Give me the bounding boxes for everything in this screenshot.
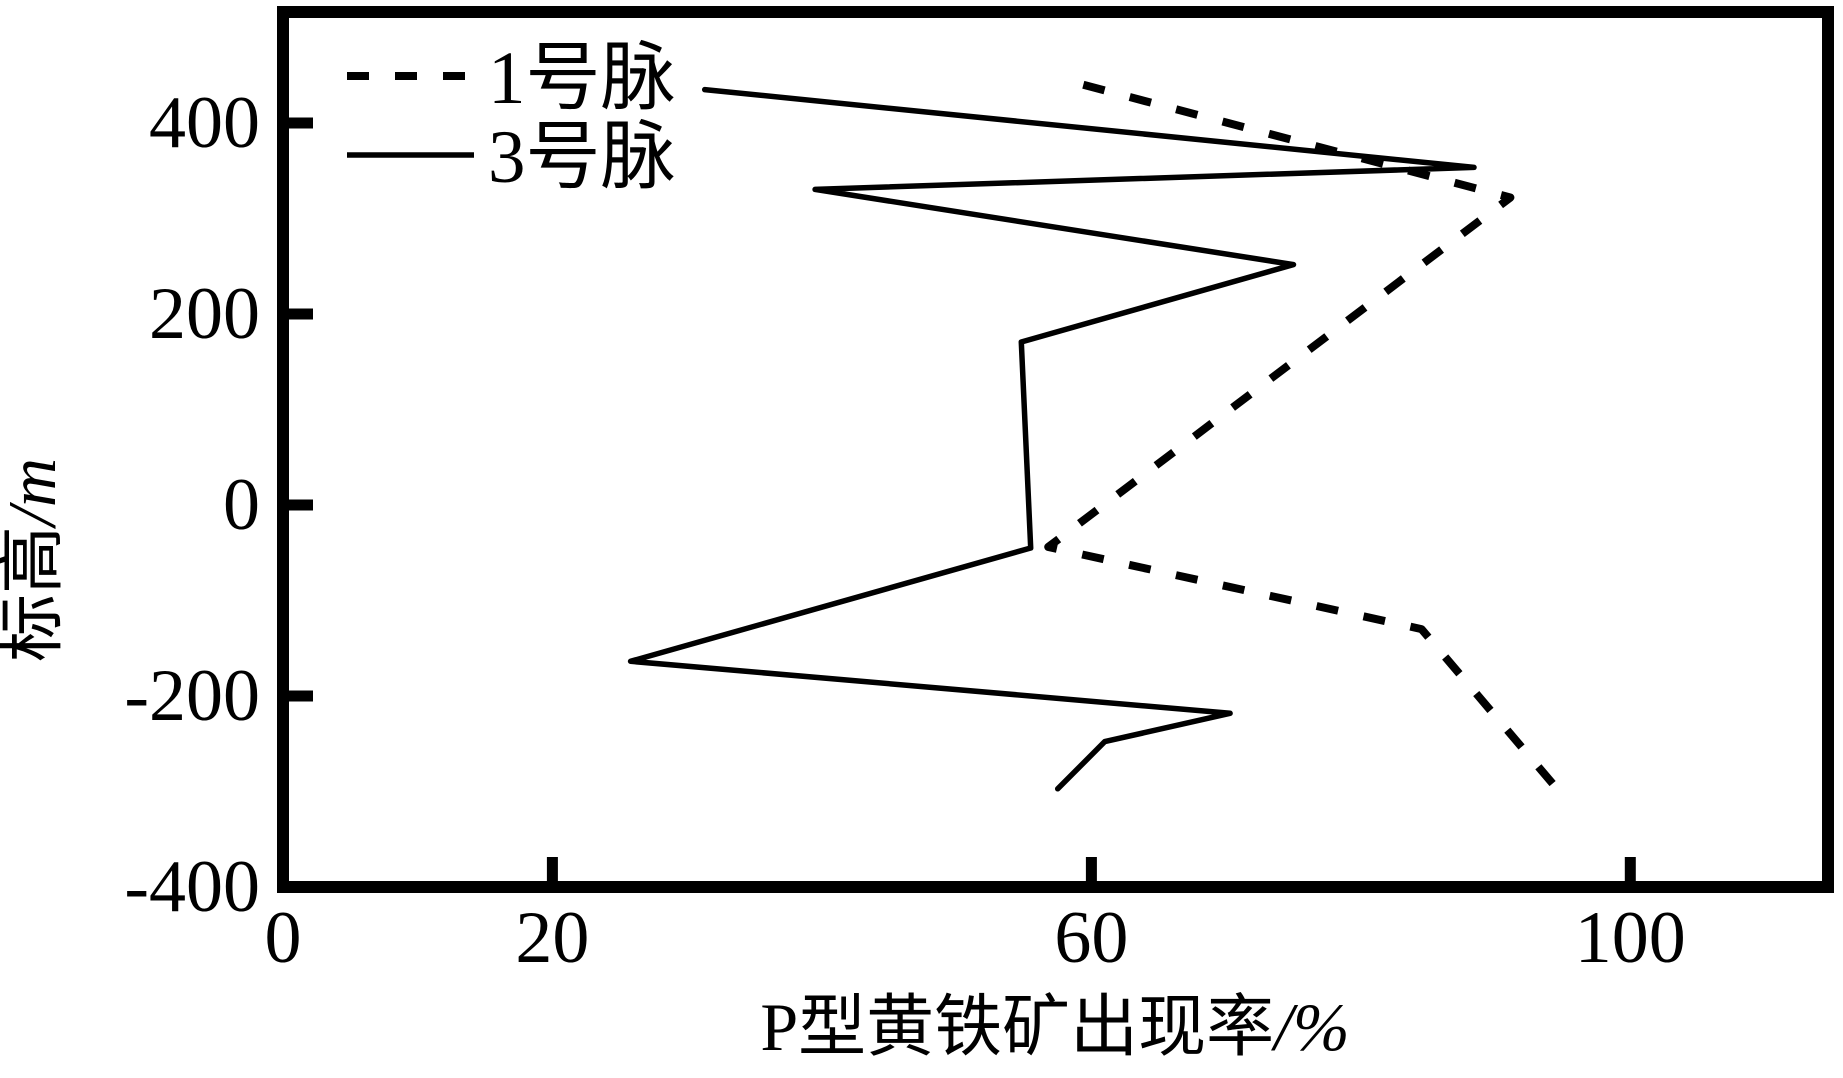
svg-text:20: 20 [515, 897, 589, 979]
svg-text:400: 400 [149, 82, 260, 164]
svg-text:60: 60 [1054, 897, 1128, 979]
svg-text:1号脉: 1号脉 [488, 37, 676, 120]
svg-text:100: 100 [1575, 897, 1686, 979]
svg-text:0: 0 [265, 897, 302, 979]
svg-text:3号脉: 3号脉 [488, 116, 676, 199]
svg-text:0: 0 [223, 464, 260, 546]
svg-text:-400: -400 [124, 846, 260, 928]
svg-text:200: 200 [149, 273, 260, 355]
svg-text:-200: -200 [124, 655, 260, 737]
svg-text:标高/m: 标高/m [0, 458, 70, 662]
svg-text:P型黄铁矿出现率/%: P型黄铁矿出现率/% [760, 989, 1349, 1065]
